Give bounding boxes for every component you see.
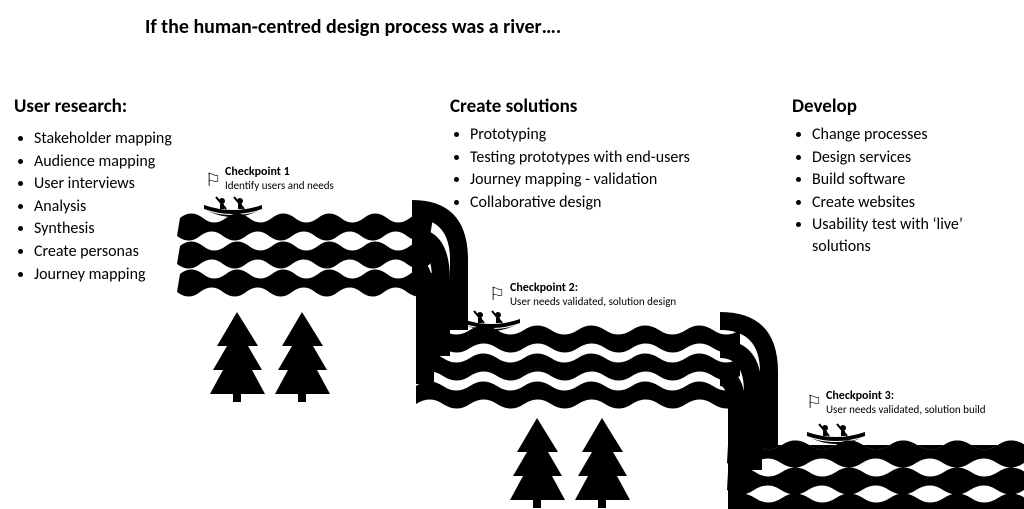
checkpoint-subtitle: User needs validated, solution design — [510, 296, 676, 309]
list-item: Stakeholder mapping — [34, 128, 204, 150]
flag-icon: ⚐ — [489, 285, 505, 303]
diagram-canvas: If the human-centred design process was … — [0, 0, 1024, 509]
heading-develop: Develop — [792, 95, 857, 118]
flag-icon: ⚐ — [205, 171, 221, 189]
checkpoint-1: Checkpoint 1 Identify users and needs — [225, 166, 334, 192]
heading-research: User research: — [14, 95, 127, 118]
list-item: Prototyping — [470, 124, 710, 146]
list-item: Synthesis — [34, 218, 204, 240]
list-item: Build software — [812, 169, 1007, 191]
checkpoint-subtitle: User needs validated, solution build — [826, 404, 986, 417]
list-item: Create personas — [34, 241, 204, 263]
list-item: Audience mapping — [34, 151, 204, 173]
bullets-create: Prototyping Testing prototypes with end-… — [450, 124, 710, 214]
canoe-icon — [805, 422, 867, 446]
list-item: Collaborative design — [470, 192, 710, 214]
bullets-research: Stakeholder mapping Audience mapping Use… — [14, 128, 204, 286]
checkpoint-2: Checkpoint 2: User needs validated, solu… — [510, 282, 676, 308]
tree-icon — [575, 418, 630, 508]
diagram-title: If the human-centred design process was … — [145, 15, 561, 39]
list-item: Journey mapping — [34, 264, 204, 286]
heading-create: Create solutions — [450, 95, 577, 118]
checkpoint-subtitle: Identify users and needs — [225, 180, 334, 193]
bullets-develop: Change processes Design services Build s… — [792, 124, 1007, 259]
tree-icon — [275, 312, 330, 402]
tree-icon — [210, 312, 265, 402]
checkpoint-title: Checkpoint 3: — [826, 390, 986, 404]
canoe-icon — [202, 195, 264, 219]
tree-icon — [510, 418, 565, 508]
list-item: Analysis — [34, 196, 204, 218]
checkpoint-3: Checkpoint 3: User needs validated, solu… — [826, 390, 986, 416]
canoe-icon — [460, 309, 522, 333]
list-item: Create websites — [812, 192, 1007, 214]
list-item: Usability test with ‘live’ solutions — [812, 214, 1007, 257]
list-item: Testing prototypes with end-users — [470, 147, 710, 169]
list-item: Journey mapping - validation — [470, 169, 710, 191]
checkpoint-title: Checkpoint 2: — [510, 282, 676, 296]
flag-icon: ⚐ — [806, 393, 822, 411]
list-item: Change processes — [812, 124, 1007, 146]
checkpoint-title: Checkpoint 1 — [225, 166, 334, 180]
list-item: Design services — [812, 147, 1007, 169]
list-item: User interviews — [34, 173, 204, 195]
